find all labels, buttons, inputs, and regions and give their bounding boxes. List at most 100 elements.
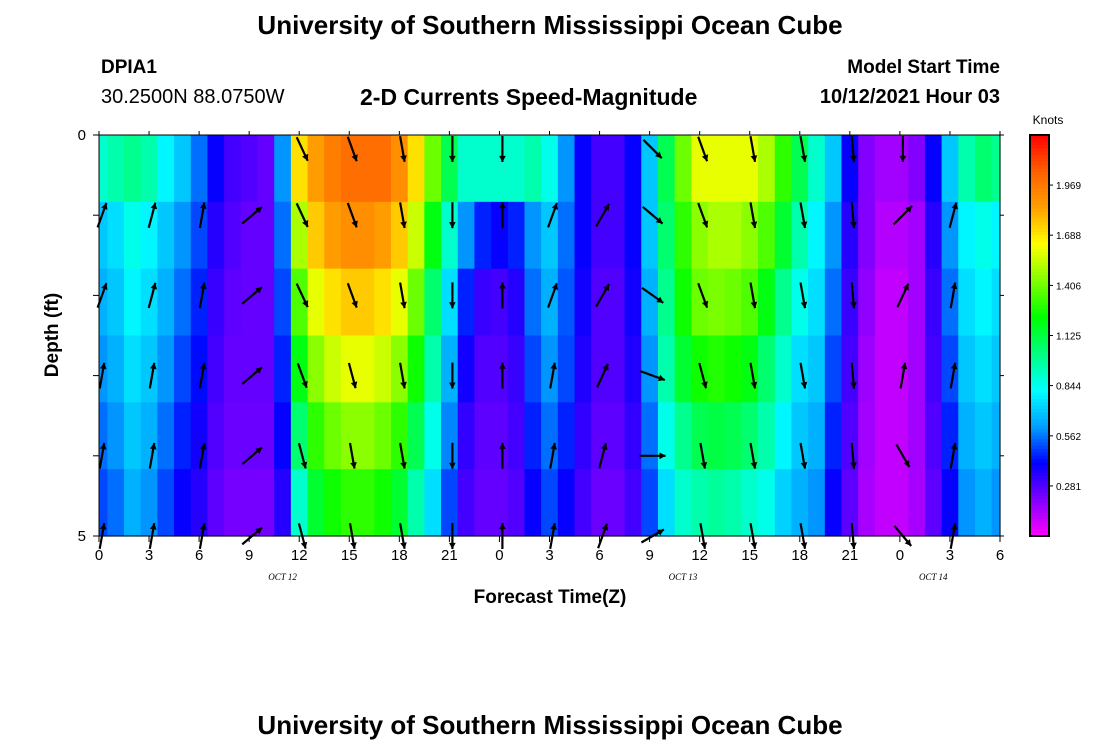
heatmap-cell [574,335,592,403]
heatmap-cell [224,201,242,270]
colorbar-segment [1030,235,1049,240]
heatmap-cell [140,335,158,403]
colorbar-tick-label: 1.125 [1056,332,1081,343]
model-start-time: 10/12/2021 Hour 03 [819,86,1000,108]
x-axis-label: Forecast Time(Z) [474,587,627,608]
heatmap-cell [491,268,509,337]
current-arrow [799,282,808,309]
colorbar-segment [1030,492,1049,497]
colorbar-segment [1030,445,1049,450]
heatmap-cell [924,135,943,203]
heatmap-cell [474,335,492,403]
heatmap-cell [491,201,509,270]
heatmap-cell [991,402,1001,470]
heatmap-cell [624,402,642,470]
colorbar-segment [1030,315,1049,320]
heatmap-cell [808,469,826,537]
colorbar-tick-label: 0.281 [1056,482,1081,493]
current-arrow [749,362,758,389]
heatmap-cell [758,402,776,470]
heatmap-cell [591,469,609,537]
x-tick-label: 3 [545,547,553,564]
colorbar-segment [1030,352,1049,357]
colorbar-segment [1030,509,1049,514]
colorbar-segment [1030,165,1049,170]
heatmap-cell [924,268,943,337]
current-arrow [799,362,808,389]
colorbar-segment [1030,275,1049,280]
heatmap-cell [958,469,976,537]
heatmap-cell [174,335,192,403]
colorbar-segment [1030,439,1049,444]
heatmap-cell [190,268,209,337]
colorbar-segment [1030,452,1049,457]
colorbar-segment [1030,479,1049,484]
heatmap-cell [991,469,1001,537]
heatmap-cell [708,268,726,337]
colorbar-segment [1030,188,1049,193]
colorbar-segment [1030,241,1049,246]
colorbar-segment [1030,318,1049,323]
colorbar-segment [1030,261,1049,266]
current-arrow [799,202,808,229]
heatmap-cell [774,469,793,537]
heatmap-cell [908,335,926,403]
heatmap-cell [557,201,576,270]
colorbar-segment [1030,145,1049,149]
heatmap-cell [858,201,876,270]
heatmap-cell [457,268,476,337]
current-arrow [595,283,611,308]
heatmap-cell [941,135,959,203]
colorbar-segment [1030,171,1049,176]
current-arrow [642,139,663,159]
colorbar-segment [1030,155,1049,159]
heatmap-cell [708,402,726,470]
heatmap-cell [824,201,843,270]
date-label: OCT 14 [919,572,948,582]
heatmap-cell [474,201,492,270]
heatmap-cell [641,201,659,270]
current-arrow [698,362,708,389]
current-arrow [499,136,506,162]
heatmap-cell [491,402,509,470]
heatmap-cell [274,201,292,270]
heatmap-cell [657,335,676,403]
heatmap-cell [474,402,492,470]
heatmap-cell [657,201,676,270]
heatmap-cell [758,469,776,537]
heatmap-cell [841,135,859,203]
heatmap-cell [257,469,275,537]
heatmap-cell [290,469,309,537]
heatmap-cell [374,335,392,403]
heatmap-cell [357,135,375,203]
colorbar-segment [1030,195,1049,200]
current-arrow [549,362,557,389]
heatmap-cell [841,335,859,403]
heatmap-cell [99,201,108,270]
colorbar-segment [1030,248,1049,253]
current-arrow [241,286,263,305]
heatmap-cell [824,402,843,470]
heatmap-cell [274,135,292,203]
heatmap-cell [824,469,843,537]
heatmap-cell [774,201,793,270]
heatmap-cell [290,268,309,337]
heatmap-cell [307,335,325,403]
heatmap-cell [190,201,209,270]
heatmap-cell [374,268,392,337]
heatmap-cell [557,402,576,470]
heatmap-cell [958,268,976,337]
heatmap-cell [407,268,425,337]
heatmap-cell [791,268,809,337]
heatmap-cell [724,268,742,337]
heatmap-cell [124,469,142,537]
heatmap-cell [474,469,492,537]
heatmap-cell [274,268,292,337]
colorbar-segment [1030,151,1049,156]
colorbar-segment [1030,442,1049,447]
x-tick-label: 15 [741,547,758,564]
heatmap-cell [174,268,192,337]
colorbar-tick-label: 1.406 [1056,281,1081,292]
current-arrow [948,202,958,229]
heatmap-cell [941,268,959,337]
